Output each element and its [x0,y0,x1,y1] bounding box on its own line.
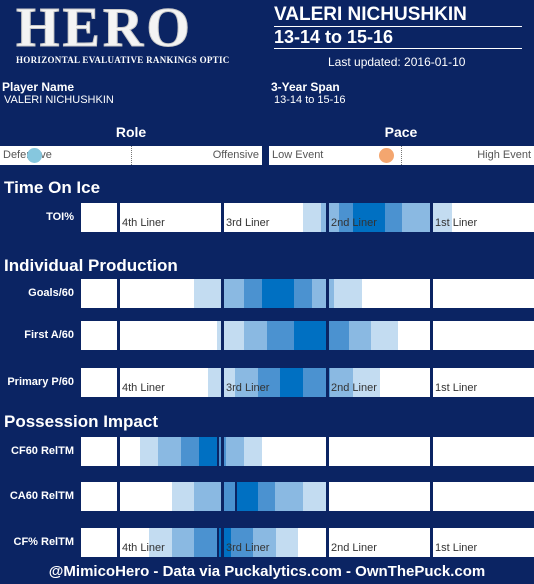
pace-title: Pace [384,124,418,140]
tier-boundary [430,203,433,232]
metric-band [353,203,385,232]
tier-boundary [326,321,329,350]
tier-boundary [326,203,329,232]
tier-label: 4th Liner [122,217,165,229]
tier-boundary [430,482,433,511]
metric-bar [81,279,534,308]
role-midline [131,146,132,165]
tier-boundary [326,368,329,397]
tier-boundary [430,279,433,308]
hero-logo: HERO HORIZONTAL EVALUATIVE RANKINGS OPTI… [16,0,238,65]
role-marker [27,148,42,163]
player-name-value: VALERI NICHUSHKIN [4,94,114,106]
tier-boundary [221,203,224,232]
metric-label-text: Goals/60 [28,287,74,299]
logo-subtitle: HORIZONTAL EVALUATIVE RANKINGS OPTIC [16,55,230,65]
section-possession-impact: Possession Impact [4,412,159,431]
metric-band [294,321,326,350]
role-title: Role [115,124,147,140]
metric-label-text: CF% RelTM [13,536,75,548]
role-scale: Defensive Offensive [0,146,262,165]
tier-boundary [221,437,224,466]
metric-label: CF60 RelTM [0,437,78,466]
tier-boundary [117,321,120,350]
pace-scale: Low Event High Event [269,146,534,165]
tier-boundary [117,528,120,557]
metric-label-text: First A/60 [24,329,74,341]
player-name-label: Player Name [2,80,75,94]
pace-left-label: Low Event [272,149,324,161]
tier-boundary [430,437,433,466]
metric-bar [81,437,534,466]
tier-boundary [430,321,433,350]
tier-boundary [117,482,120,511]
tier-boundary [221,279,224,308]
tier-boundary [117,203,120,232]
metric-band [217,528,231,557]
tier-boundary [430,368,433,397]
role-right-label: Offensive [212,149,259,161]
tier-boundary [221,321,224,350]
tier-boundary [117,437,120,466]
tier-boundary [221,482,224,511]
tier-boundary [221,528,224,557]
header-divider-top [274,26,522,27]
pace-midline [401,146,402,165]
pace-right-label: High Event [477,149,531,161]
pace-marker [379,148,394,163]
tier-label: 1st Liner [435,382,478,394]
metric-label-text: CA60 RelTM [9,490,74,502]
tier-label: 3rd Liner [226,542,270,554]
metric-bar: 4th Liner 3rd Liner 2nd Liner 1st Liner [81,368,534,397]
tier-boundary [326,482,329,511]
metric-label: CF% RelTM [0,528,78,557]
metric-bar [81,321,534,350]
span-label: 3-Year Span [271,80,340,94]
tier-label: 3rd Liner [226,217,270,229]
player-marker [217,437,219,466]
header-span: 13-14 to 15-16 [274,27,394,47]
tier-label: 1st Liner [435,542,478,554]
tier-boundary [117,279,120,308]
tier-boundary [221,368,224,397]
tier-boundary [430,528,433,557]
metric-bar [81,482,534,511]
metric-band [199,437,217,466]
section-individual-production: Individual Production [4,256,178,275]
last-updated: Last updated: 2016-01-10 [328,55,466,69]
tier-label: 2nd Liner [331,542,377,554]
metric-label: Goals/60 [0,279,78,308]
footer-credits: @MimicoHero - Data via Puckalytics.com -… [48,563,486,580]
metric-bar: 4th Liner 3rd Liner 2nd Liner 1st Liner [81,203,534,232]
tier-boundary [117,368,120,397]
player-marker [235,482,237,511]
section-time-on-ice: Time On Ice [4,178,101,197]
tier-boundary [326,437,329,466]
metric-label: TOI% [0,203,78,232]
metric-label-text: Primary P/60 [7,376,74,388]
metric-band [280,368,303,397]
metric-band [262,279,294,308]
tier-label: 4th Liner [122,542,165,554]
player-marker [217,528,219,557]
tier-label: 4th Liner [122,382,165,394]
tier-boundary [326,279,329,308]
tier-label: 1st Liner [435,217,478,229]
tier-label: 2nd Liner [331,217,377,229]
tier-boundary [326,528,329,557]
tier-label: 2nd Liner [331,382,377,394]
metric-label-text: TOI% [46,211,74,223]
header-player-name: VALERI NICHUSHKIN [274,4,467,25]
metric-label: CA60 RelTM [0,482,78,511]
metric-label: Primary P/60 [0,368,78,397]
span-value: 13-14 to 15-16 [274,94,346,106]
metric-band [235,482,258,511]
metric-label: First A/60 [0,321,78,350]
metric-label-text: CF60 RelTM [11,445,74,457]
logo-text: HERO [16,0,193,60]
header-divider-bottom [274,48,522,49]
tier-label: 3rd Liner [226,382,270,394]
metric-bar: 4th Liner 3rd Liner 2nd Liner 1st Liner [81,528,534,557]
